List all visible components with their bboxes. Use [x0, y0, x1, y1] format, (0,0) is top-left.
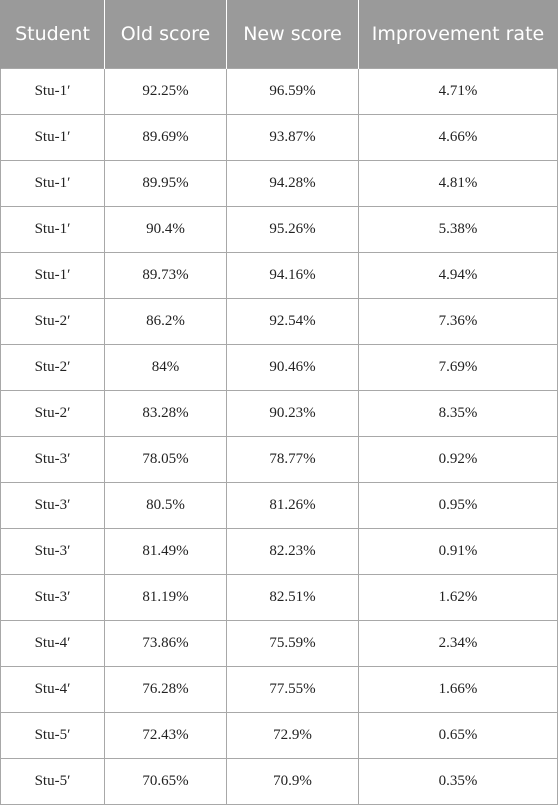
- student-cell: Stu-5′: [0, 712, 105, 759]
- improvement-rate-cell: 0.95%: [358, 482, 558, 529]
- table-row: Stu-1′ 92.25% 96.59% 4.71%: [0, 68, 558, 115]
- new-score-cell: 82.51%: [226, 574, 359, 621]
- table-row: Stu-4′ 76.28% 77.55% 1.66%: [0, 666, 558, 713]
- student-cell: Stu-2′: [0, 344, 105, 391]
- new-score-cell: 95.26%: [226, 206, 359, 253]
- table-row: Stu-4′ 73.86% 75.59% 2.34%: [0, 620, 558, 667]
- table-row: Stu-3′ 80.5% 81.26% 0.95%: [0, 482, 558, 529]
- old-score-cell: 81.19%: [104, 574, 227, 621]
- improvement-rate-cell: 4.81%: [358, 160, 558, 207]
- improvement-rate-cell: 0.35%: [358, 758, 558, 805]
- new-score-cell: 70.9%: [226, 758, 359, 805]
- header-new-score: New score: [226, 0, 359, 69]
- table-row: Stu-2′ 83.28% 90.23% 8.35%: [0, 390, 558, 437]
- old-score-cell: 84%: [104, 344, 227, 391]
- improvement-rate-cell: 4.66%: [358, 114, 558, 161]
- new-score-cell: 93.87%: [226, 114, 359, 161]
- old-score-cell: 73.86%: [104, 620, 227, 667]
- student-cell: Stu-5′: [0, 758, 105, 805]
- student-cell: Stu-1′: [0, 252, 105, 299]
- new-score-cell: 96.59%: [226, 68, 359, 115]
- header-improvement-rate: Improvement rate: [358, 0, 558, 69]
- old-score-cell: 70.65%: [104, 758, 227, 805]
- table-row: Stu-1′ 89.69% 93.87% 4.66%: [0, 114, 558, 161]
- new-score-cell: 94.28%: [226, 160, 359, 207]
- old-score-cell: 72.43%: [104, 712, 227, 759]
- improvement-rate-cell: 0.65%: [358, 712, 558, 759]
- old-score-cell: 92.25%: [104, 68, 227, 115]
- improvement-rate-cell: 4.94%: [358, 252, 558, 299]
- new-score-cell: 77.55%: [226, 666, 359, 713]
- table-row: Stu-3′ 81.49% 82.23% 0.91%: [0, 528, 558, 575]
- improvement-rate-cell: 1.62%: [358, 574, 558, 621]
- old-score-cell: 76.28%: [104, 666, 227, 713]
- new-score-cell: 90.23%: [226, 390, 359, 437]
- student-cell: Stu-3′: [0, 574, 105, 621]
- improvement-rate-cell: 0.91%: [358, 528, 558, 575]
- table-row: Stu-2′ 86.2% 92.54% 7.36%: [0, 298, 558, 345]
- student-cell: Stu-4′: [0, 620, 105, 667]
- student-cell: Stu-2′: [0, 298, 105, 345]
- table-header: Student Old score New score Improvement …: [0, 0, 558, 69]
- student-cell: Stu-1′: [0, 206, 105, 253]
- new-score-cell: 94.16%: [226, 252, 359, 299]
- improvement-rate-cell: 7.69%: [358, 344, 558, 391]
- table-row: Stu-3′ 78.05% 78.77% 0.92%: [0, 436, 558, 483]
- new-score-cell: 82.23%: [226, 528, 359, 575]
- header-student: Student: [0, 0, 105, 69]
- improvement-rate-cell: 5.38%: [358, 206, 558, 253]
- old-score-cell: 89.73%: [104, 252, 227, 299]
- old-score-cell: 89.69%: [104, 114, 227, 161]
- table-row: Stu-3′ 81.19% 82.51% 1.62%: [0, 574, 558, 621]
- student-cell: Stu-3′: [0, 436, 105, 483]
- table-row: Stu-5′ 70.65% 70.9% 0.35%: [0, 758, 558, 805]
- new-score-cell: 81.26%: [226, 482, 359, 529]
- student-cell: Stu-3′: [0, 528, 105, 575]
- table-row: Stu-2′ 84% 90.46% 7.69%: [0, 344, 558, 391]
- improvement-rate-cell: 0.92%: [358, 436, 558, 483]
- table-row: Stu-1′ 89.95% 94.28% 4.81%: [0, 160, 558, 207]
- improvement-rate-cell: 8.35%: [358, 390, 558, 437]
- header-old-score: Old score: [104, 0, 227, 69]
- old-score-cell: 89.95%: [104, 160, 227, 207]
- student-cell: Stu-2′: [0, 390, 105, 437]
- improvement-rate-cell: 7.36%: [358, 298, 558, 345]
- table-row: Stu-5′ 72.43% 72.9% 0.65%: [0, 712, 558, 759]
- student-cell: Stu-1′: [0, 114, 105, 161]
- old-score-cell: 90.4%: [104, 206, 227, 253]
- old-score-cell: 83.28%: [104, 390, 227, 437]
- table-body: Stu-1′ 92.25% 96.59% 4.71% Stu-1′ 89.69% 93.87…: [0, 68, 558, 805]
- improvement-rate-cell: 2.34%: [358, 620, 558, 667]
- student-cell: Stu-4′: [0, 666, 105, 713]
- old-score-cell: 81.49%: [104, 528, 227, 575]
- improvement-rate-cell: 4.71%: [358, 68, 558, 115]
- table-row: Stu-1′ 89.73% 94.16% 4.94%: [0, 252, 558, 299]
- header-row: Student Old score New score Improvement …: [0, 0, 558, 69]
- table-row: Stu-1′ 90.4% 95.26% 5.38%: [0, 206, 558, 253]
- student-cell: Stu-1′: [0, 160, 105, 207]
- improvement-rate-cell: 1.66%: [358, 666, 558, 713]
- new-score-cell: 75.59%: [226, 620, 359, 667]
- old-score-cell: 80.5%: [104, 482, 227, 529]
- new-score-cell: 72.9%: [226, 712, 359, 759]
- old-score-cell: 86.2%: [104, 298, 227, 345]
- old-score-cell: 78.05%: [104, 436, 227, 483]
- new-score-cell: 78.77%: [226, 436, 359, 483]
- student-cell: Stu-3′: [0, 482, 105, 529]
- student-cell: Stu-1′: [0, 68, 105, 115]
- new-score-cell: 92.54%: [226, 298, 359, 345]
- new-score-cell: 90.46%: [226, 344, 359, 391]
